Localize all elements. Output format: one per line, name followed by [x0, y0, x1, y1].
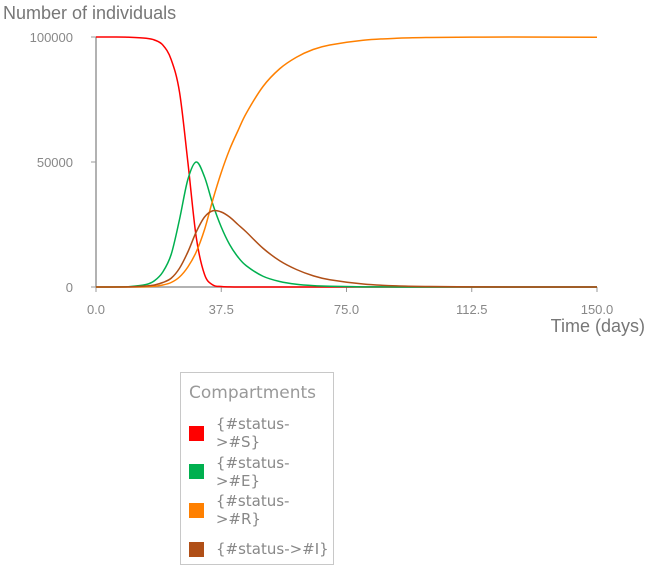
x-tick-label: 0.0: [87, 302, 105, 317]
legend-label: {#status->#R}: [215, 492, 290, 529]
legend-swatch: [189, 541, 204, 557]
legend-item: {#status->#R}: [189, 492, 333, 528]
legend-swatch: [189, 502, 204, 518]
x-tick-label: 150.0: [581, 302, 614, 317]
y-axis-label: Number of individuals: [3, 3, 176, 23]
x-tick-label: 75.0: [334, 302, 359, 317]
series-line: [95, 161, 597, 288]
legend-item: {#status->#S}: [189, 415, 333, 451]
line-chart: Number of individuals Time (days) 0 50000…: [3, 3, 645, 336]
y-tick-label: 100000: [30, 30, 73, 45]
legend-label: {#status->#I}: [216, 540, 329, 559]
x-tick-label: 112.5: [456, 302, 488, 317]
legend-item: {#status->#E}: [189, 454, 333, 490]
legend-swatch: [189, 425, 204, 441]
legend-label: {#status->#E}: [215, 453, 290, 490]
legend-item: {#status->#I}: [189, 539, 329, 559]
series-line: [96, 36, 598, 288]
x-tick-label: 37.5: [209, 302, 234, 317]
series-line: [95, 36, 597, 288]
legend: Compartments {#status->#S} {#status->#E}{…: [180, 372, 334, 565]
legend-title: Compartments: [189, 383, 317, 403]
legend-label: {#status->#S}: [215, 415, 290, 451]
y-tick-label: 50000: [37, 155, 73, 170]
series-line: [95, 209, 598, 288]
y-tick-label: 0: [66, 280, 73, 295]
legend-swatch: [189, 464, 204, 480]
x-axis-label: Time (days): [551, 316, 645, 336]
